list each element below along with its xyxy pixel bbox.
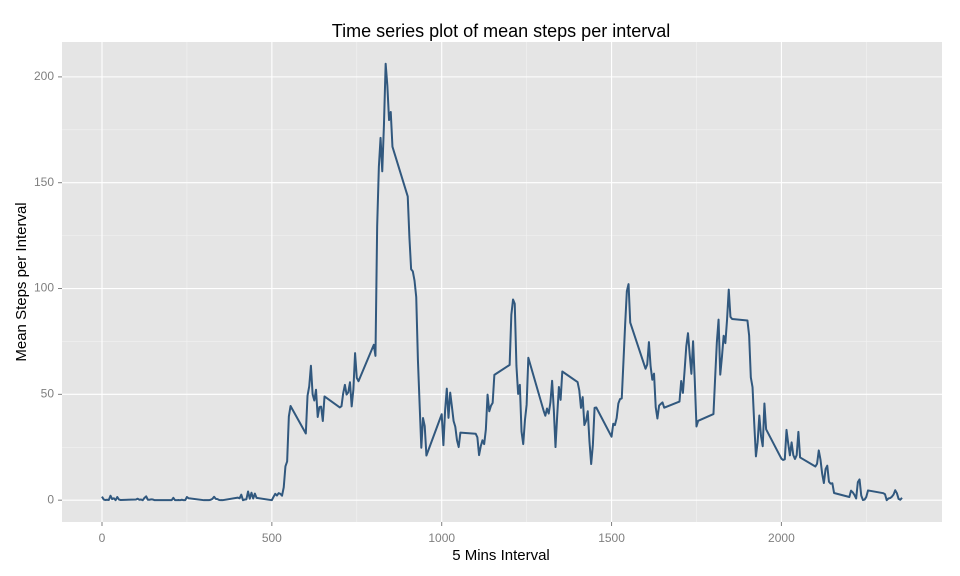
y-tick-label: 0: [47, 492, 54, 506]
y-tick-label: 100: [34, 281, 54, 295]
x-tick-label: 1500: [598, 531, 625, 545]
x-tick-label: 500: [262, 531, 282, 545]
x-tick-label: 1000: [428, 531, 455, 545]
plot-panel: [62, 42, 942, 522]
chart-title: Time series plot of mean steps per inter…: [332, 21, 670, 41]
y-tick-label: 150: [34, 175, 54, 189]
x-tick-label: 0: [99, 531, 106, 545]
y-tick-label: 200: [34, 69, 54, 83]
y-tick-label: 50: [41, 387, 55, 401]
x-tick-label: 2000: [768, 531, 795, 545]
data-line: [101, 62, 903, 502]
y-axis-title: Mean Steps per Interval: [13, 202, 30, 361]
x-axis-title: 5 Mins Interval: [452, 547, 550, 564]
